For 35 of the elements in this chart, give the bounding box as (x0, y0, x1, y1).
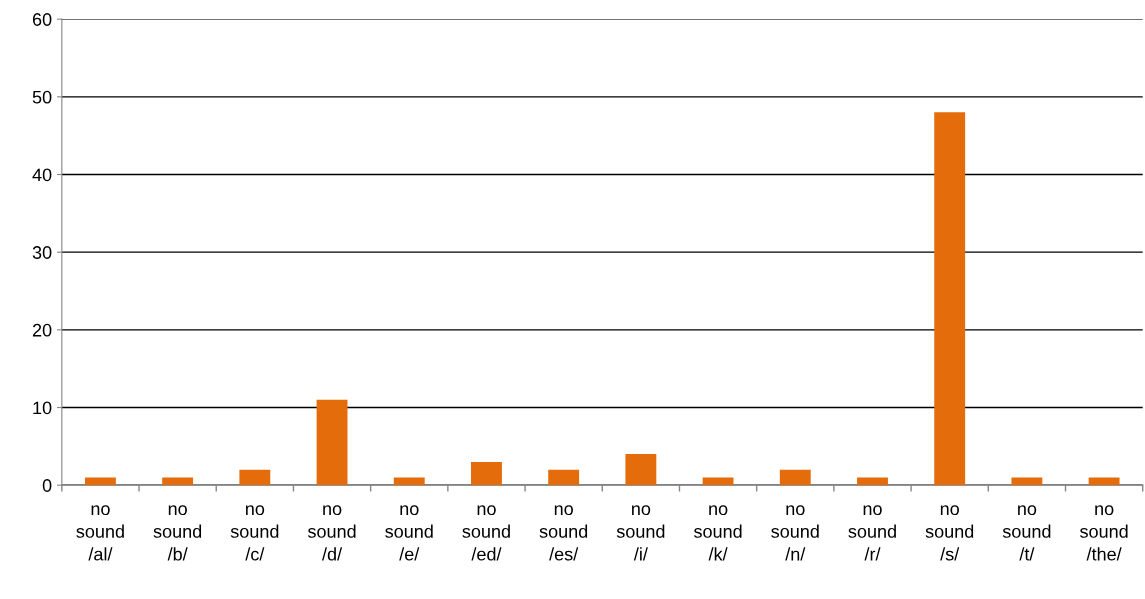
bar (393, 477, 425, 486)
x-tick-label: no sound /c/ (230, 505, 279, 561)
x-tick-label: no sound /k/ (693, 505, 742, 561)
bar (84, 477, 116, 486)
bar (316, 399, 348, 486)
y-tick-label: 40 (32, 168, 52, 182)
bar (548, 469, 580, 486)
bar (162, 477, 194, 486)
x-tick-label: no sound /s/ (925, 505, 974, 561)
x-tick-label: no sound /b/ (153, 505, 202, 561)
y-tick-label: 50 (32, 90, 52, 104)
x-tick-label: no sound /i/ (616, 505, 665, 561)
x-tick-label: no sound /es/ (539, 505, 588, 561)
y-tick-label: 10 (33, 401, 52, 415)
bar (934, 112, 966, 486)
x-tick-label: no sound /e/ (385, 505, 433, 561)
y-tick-label: 30 (32, 246, 52, 259)
bar (702, 477, 734, 486)
x-tick-label: no sound /d/ (307, 505, 356, 561)
y-tick-label: 20 (32, 323, 52, 337)
bar (779, 469, 811, 486)
bar (857, 477, 888, 486)
x-tick-label: no sound /the/ (1080, 505, 1128, 561)
bar (471, 461, 502, 486)
bar (239, 469, 271, 486)
bar (1011, 477, 1043, 486)
y-tick-label: 60 (32, 13, 52, 26)
x-tick-label: no sound /al/ (76, 505, 124, 561)
x-tick-label: no sound /n/ (771, 505, 819, 561)
y-tick-label: 0 (42, 479, 52, 492)
x-tick-label: no sound /ed/ (462, 505, 510, 561)
x-tick-label: no sound /t/ (1002, 505, 1051, 561)
bar (1088, 477, 1120, 486)
x-tick-label: no sound /r/ (848, 505, 896, 561)
bar (625, 454, 657, 486)
